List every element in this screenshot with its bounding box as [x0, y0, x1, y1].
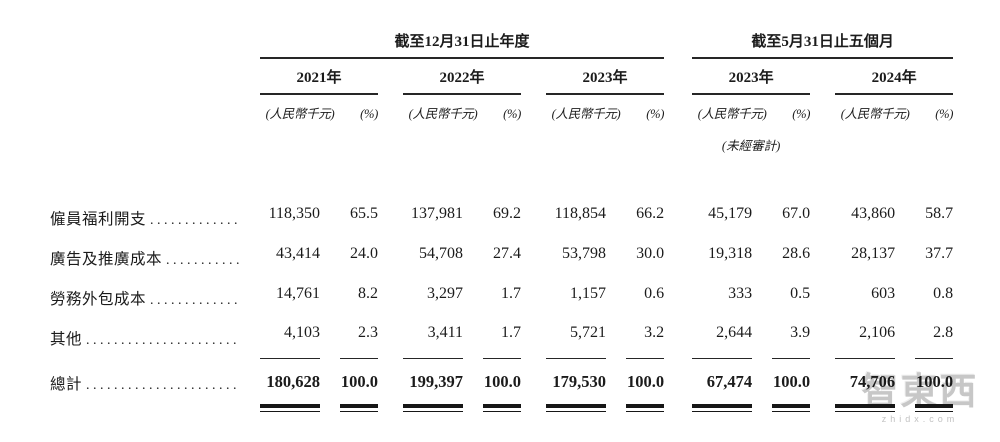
- cell-value: 28,137: [851, 244, 896, 262]
- total-pct: 100.0: [915, 368, 954, 412]
- cell-pct: 8.2: [358, 284, 378, 302]
- cell-value: 19,318: [708, 244, 753, 262]
- dot-leader: [86, 376, 240, 394]
- cell-value: 118,854: [554, 204, 606, 222]
- table-row-total: 總計 180,628 100.0 199,397 100.0 179,530 1…: [50, 368, 954, 412]
- total-pct: 100.0: [340, 368, 378, 412]
- cell-value: 54,708: [419, 244, 463, 262]
- cell-pct: 67.0: [782, 204, 811, 222]
- pct-label-2023: (%): [646, 107, 665, 121]
- cell-value: 118,350: [268, 204, 320, 222]
- row-label: 廣告及推廣成本: [50, 251, 163, 268]
- unit-label-2024-5m: (人民幣千元): [840, 107, 910, 121]
- pct-label-2023-5m: (%): [792, 107, 811, 121]
- cell-value: 603: [871, 284, 896, 302]
- cell-pct: 24.0: [350, 244, 378, 262]
- total-value: 74,706: [835, 368, 896, 412]
- dot-leader: [150, 291, 240, 309]
- cell-value: 45,179: [708, 204, 753, 222]
- section-header-five-months: 截至5月31日止五個月: [692, 22, 954, 59]
- row-label: 其他: [50, 331, 83, 348]
- total-row-label: 總計: [50, 376, 83, 393]
- unit-label-2023: (人民幣千元): [551, 107, 621, 121]
- table-row-others: 其他 4,103 2.3 3,411 1.7 5,721 3.2 2,644 3…: [50, 318, 954, 359]
- cell-pct: 58.7: [925, 204, 954, 222]
- cell-pct: 0.6: [644, 284, 665, 302]
- pct-label-2022: (%): [503, 107, 521, 121]
- dot-leader: [166, 251, 240, 269]
- cell-pct: 27.4: [493, 244, 521, 262]
- year-header-2023-5m: 2023年: [692, 58, 811, 95]
- cell-value: 3,411: [403, 318, 463, 359]
- cell-pct: 0.8: [933, 284, 954, 302]
- cell-pct: 1.7: [501, 284, 521, 302]
- cell-value: 43,860: [851, 204, 896, 222]
- table-row-outsourcing: 勞務外包成本 14,761 8.2 3,297 1.7 1,157 0.6 33…: [50, 278, 953, 318]
- total-value: 67,474: [692, 368, 753, 412]
- total-value: 199,397: [403, 368, 463, 412]
- pct-label-2021: (%): [360, 107, 378, 121]
- table-row-employee-benefits: 僱員福利開支 118,350 65.5 137,981 69.2 118,854…: [50, 198, 953, 238]
- cell-pct: 30.0: [636, 244, 665, 262]
- table-row-advertising: 廣告及推廣成本 43,414 24.0 54,708 27.4 53,798 3…: [50, 238, 953, 278]
- total-value: 179,530: [546, 368, 606, 412]
- cell-pct: 2.8: [915, 318, 954, 359]
- cell-value: 4,103: [260, 318, 320, 359]
- cell-pct: 69.2: [493, 204, 521, 222]
- cell-pct: 37.7: [925, 244, 954, 262]
- year-header-2024-5m: 2024年: [835, 58, 954, 95]
- cell-pct: 3.2: [626, 318, 665, 359]
- cell-value: 137,981: [411, 204, 463, 222]
- total-pct: 100.0: [626, 368, 665, 412]
- cell-pct: 0.5: [790, 284, 811, 302]
- dot-leader: [86, 331, 240, 349]
- cell-pct: 1.7: [483, 318, 521, 359]
- watermark-domain: zhidx.com: [881, 413, 959, 424]
- total-value: 180,628: [260, 368, 320, 412]
- year-header-2022: 2022年: [403, 58, 521, 95]
- year-header-2021: 2021年: [260, 58, 378, 95]
- row-label: 僱員福利開支: [50, 211, 147, 228]
- cost-breakdown-table: 截至12月31日止年度 截至5月31日止五個月 2021年 2022年 2023…: [50, 22, 954, 412]
- dot-leader: [150, 211, 240, 229]
- section-header-annual: 截至12月31日止年度: [260, 22, 665, 59]
- unit-header-row: (人民幣千元) (%) (人民幣千元) (%) (人民幣千元) (%) (人民幣…: [50, 94, 954, 128]
- cell-value: 3,297: [427, 284, 463, 302]
- row-label: 勞務外包成本: [50, 291, 147, 308]
- total-pct: 100.0: [483, 368, 521, 412]
- cell-value: 2,106: [835, 318, 896, 359]
- unaudited-note: (未經審計): [721, 139, 781, 153]
- cell-pct: 28.6: [782, 244, 811, 262]
- cell-value: 5,721: [546, 318, 606, 359]
- unaudited-note-row: (未經審計): [50, 128, 953, 158]
- pct-label-2024-5m: (%): [935, 107, 954, 121]
- cell-pct: 66.2: [636, 204, 665, 222]
- unit-label-2023-5m: (人民幣千元): [697, 107, 767, 121]
- unit-label-2022: (人民幣千元): [408, 107, 478, 121]
- cell-value: 2,644: [692, 318, 753, 359]
- cell-value: 333: [728, 284, 753, 302]
- cell-pct: 65.5: [350, 204, 378, 222]
- cell-value: 1,157: [570, 284, 606, 302]
- cell-value: 53,798: [562, 244, 606, 262]
- year-header-2023: 2023年: [546, 58, 665, 95]
- cell-pct: 2.3: [340, 318, 378, 359]
- total-pct: 100.0: [772, 368, 811, 412]
- cell-value: 43,414: [276, 244, 320, 262]
- cell-value: 14,761: [276, 284, 320, 302]
- cell-pct: 3.9: [772, 318, 811, 359]
- section-header-row: 截至12月31日止年度 截至5月31日止五個月: [50, 22, 954, 59]
- year-header-row: 2021年 2022年 2023年 2023年 2024年: [50, 58, 954, 95]
- unit-label-2021: (人民幣千元): [265, 107, 335, 121]
